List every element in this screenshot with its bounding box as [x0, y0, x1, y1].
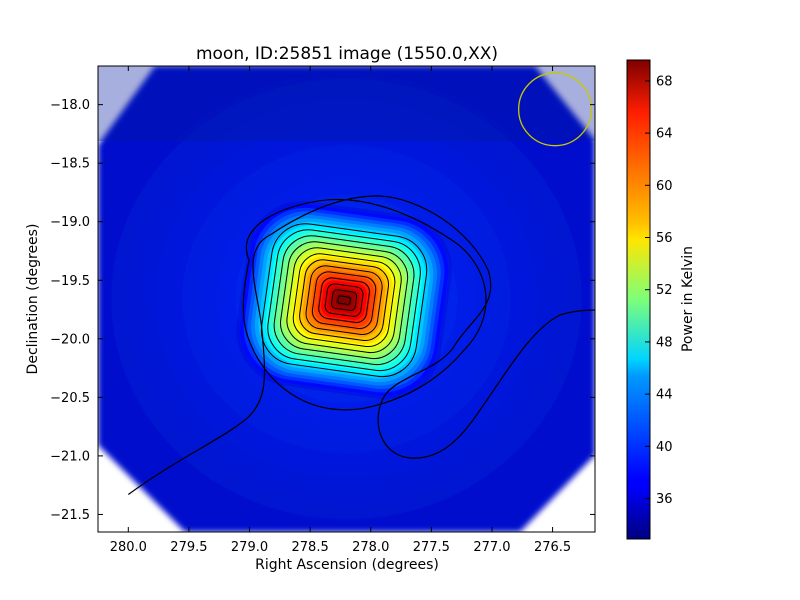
plot-area	[98, 66, 595, 532]
x-axis: 280.0 279.5 279.0 278.5 278.0 277.5 277.0 276.5	[110, 66, 571, 555]
colorbar-tick-label: 56	[656, 231, 673, 246]
y-tick-label: −18.0	[50, 98, 90, 113]
x-tick-label: 277.5	[413, 540, 450, 555]
contour-line	[299, 259, 390, 342]
contour-line	[324, 283, 364, 317]
x-tick-label: 278.0	[352, 540, 389, 555]
y-tick-label: −21.0	[50, 449, 90, 464]
colorbar-tick-label: 44	[656, 388, 673, 403]
x-tick-label: 277.0	[473, 540, 510, 555]
contour-line	[292, 253, 396, 348]
contour-line	[330, 289, 358, 311]
colorbar-tick-label: 64	[656, 127, 673, 142]
y-tick-label: −19.5	[50, 274, 90, 289]
y-axis: −18.0 −18.5 −19.0 −19.5 −20.0 −20.5 −21.0 −21.5	[50, 98, 595, 523]
contour-line	[280, 241, 409, 360]
colorbar	[626, 59, 651, 540]
chart-title: moon, ID:25851 image (1550.0,XX)	[196, 44, 498, 64]
heat-layer	[236, 201, 452, 400]
x-tick-label: 280.0	[110, 540, 147, 555]
contour-line	[267, 229, 421, 372]
colorbar-tick-label: 52	[656, 283, 673, 298]
contour-line	[318, 277, 370, 323]
northern-dark-band	[98, 66, 595, 141]
colorbar-tick-label: 68	[656, 74, 673, 89]
colorbar-tick-label: 48	[656, 335, 673, 350]
contour-line	[311, 271, 377, 330]
plot-frame	[97, 65, 596, 533]
contour-layer	[127, 195, 595, 496]
contour-line	[260, 223, 428, 378]
contour-line-outer	[242, 198, 487, 411]
y-tick-label: −21.5	[50, 508, 90, 523]
y-axis-label: Declination (degrees)	[25, 224, 41, 375]
colorbar-ticks: 36 40 44 48 52 56 60 64 68	[645, 74, 673, 507]
x-tick-label: 279.5	[170, 540, 207, 555]
colorbar-tick-label: 40	[656, 440, 673, 455]
contour-line	[273, 235, 415, 366]
y-tick-label: −18.5	[50, 157, 90, 172]
x-tick-label: 276.5	[534, 540, 571, 555]
beam-circle	[517, 72, 593, 147]
y-tick-label: −20.5	[50, 391, 90, 406]
y-tick-label: −19.0	[50, 215, 90, 230]
contour-line	[286, 247, 402, 354]
x-axis-label: Right Ascension (degrees)	[255, 557, 439, 573]
x-tick-label: 278.5	[292, 540, 329, 555]
x-tick-label: 279.0	[231, 540, 268, 555]
colorbar-tick-label: 60	[656, 179, 673, 194]
contour-line	[305, 265, 383, 336]
contour-line	[337, 295, 351, 305]
colorbar-label: Power in Kelvin	[680, 246, 696, 352]
colorbar-tick-label: 36	[656, 492, 673, 507]
contour-line-wide	[127, 195, 595, 496]
y-tick-label: −20.0	[50, 332, 90, 347]
